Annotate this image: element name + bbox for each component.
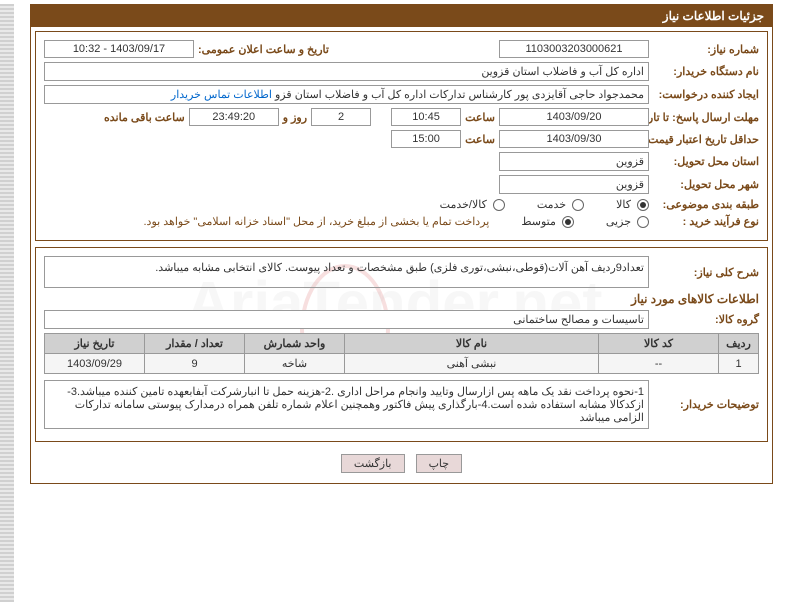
goods-group-value: تاسیسات و مصالح ساختمانی bbox=[44, 310, 649, 329]
cell-row-no: 1 bbox=[719, 354, 759, 374]
goods-table: ردیف کد کالا نام کالا واحد شمارش تعداد /… bbox=[44, 333, 759, 374]
category-label: طبقه بندی موضوعی: bbox=[649, 198, 759, 211]
buyer-org-label: نام دستگاه خریدار: bbox=[649, 65, 759, 78]
price-validity-time: 15:00 bbox=[391, 130, 461, 148]
panel-content: شماره نیاز: 1103003203000621 تاریخ و ساع… bbox=[31, 27, 772, 483]
radio-goods-label: کالا bbox=[616, 198, 631, 211]
cell-qty: 9 bbox=[145, 354, 245, 374]
reply-days: 2 bbox=[311, 108, 371, 126]
radio-goods[interactable] bbox=[637, 199, 649, 211]
row-category: طبقه بندی موضوعی: کالا خدمت کالا/خدمت bbox=[44, 198, 759, 211]
radio-medium[interactable] bbox=[562, 216, 574, 228]
reply-time-label: ساعت bbox=[461, 111, 499, 124]
delivery-prov-label: استان محل تحویل: bbox=[649, 155, 759, 168]
panel-header: جزئیات اطلاعات نیاز bbox=[31, 5, 772, 27]
summary-value: تعداد9ردیف آهن آلات(قوطی،نبشی،توری فلزی)… bbox=[44, 256, 649, 288]
back-button[interactable]: بازگشت bbox=[341, 454, 405, 473]
row-requester: ایجاد کننده درخواست: محمدجواد حاجی آقایز… bbox=[44, 85, 759, 104]
th-code: کد کالا bbox=[599, 334, 719, 354]
radio-goods-service-label: کالا/خدمت bbox=[440, 198, 487, 211]
th-qty: تعداد / مقدار bbox=[145, 334, 245, 354]
price-validity-date: 1403/09/30 bbox=[499, 130, 649, 148]
purchase-type-options: جزیی متوسط پرداخت تمام یا بخشی از مبلغ خ… bbox=[144, 215, 650, 228]
buyer-notes-value: 1-نحوه پرداخت نقد یک ماهه پس ازارسال وتا… bbox=[44, 380, 649, 429]
buyer-contact-link[interactable]: اطلاعات تماس خریدار bbox=[171, 89, 272, 101]
delivery-city-value: قزوین bbox=[499, 175, 649, 194]
radio-service[interactable] bbox=[572, 199, 584, 211]
category-options: کالا خدمت کالا/خدمت bbox=[440, 198, 649, 211]
radio-minor-label: جزیی bbox=[606, 215, 631, 228]
delivery-city-label: شهر محل تحویل: bbox=[649, 178, 759, 191]
radio-service-label: خدمت bbox=[537, 198, 566, 211]
buyer-org-value: اداره کل آب و فاضلاب استان قزوین bbox=[44, 62, 649, 81]
buyer-notes-label: توضیحات خریدار: bbox=[649, 398, 759, 411]
cell-name: نبشی آهنی bbox=[345, 354, 599, 374]
print-button[interactable]: چاپ bbox=[416, 454, 463, 473]
price-validity-label: حداقل تاریخ اعتبار قیمت: تا تاریخ: bbox=[649, 133, 759, 146]
purchase-note: پرداخت تمام یا بخشی از مبلغ خرید، از محل… bbox=[144, 215, 490, 228]
announce-label: تاریخ و ساعت اعلان عمومی: bbox=[194, 43, 333, 56]
announce-value: 1403/09/17 - 10:32 bbox=[44, 40, 194, 58]
table-header-row: ردیف کد کالا نام کالا واحد شمارش تعداد /… bbox=[45, 334, 759, 354]
requester-text: محمدجواد حاجی آقایزدی پور کارشناس تدارکا… bbox=[275, 89, 644, 101]
th-name: نام کالا bbox=[345, 334, 599, 354]
radio-medium-label: متوسط bbox=[521, 215, 556, 228]
requester-label: ایجاد کننده درخواست: bbox=[649, 88, 759, 101]
radio-goods-service[interactable] bbox=[493, 199, 505, 211]
details-section: شرح کلی نیاز: تعداد9ردیف آهن آلات(قوطی،ن… bbox=[35, 247, 768, 442]
goods-info-heading: اطلاعات کالاهای مورد نیاز bbox=[44, 292, 759, 306]
price-validity-time-label: ساعت bbox=[461, 133, 499, 146]
reply-time: 10:45 bbox=[391, 108, 461, 126]
th-unit: واحد شمارش bbox=[245, 334, 345, 354]
reply-remain-label: ساعت باقی مانده bbox=[100, 111, 189, 124]
goods-group-label: گروه کالا: bbox=[649, 313, 759, 326]
summary-label: شرح کلی نیاز: bbox=[649, 266, 759, 279]
table-row: 1 -- نبشی آهنی شاخه 9 1403/09/29 bbox=[45, 354, 759, 374]
reply-deadline-label: مهلت ارسال پاسخ: تا تاریخ: bbox=[649, 111, 759, 124]
form-section: شماره نیاز: 1103003203000621 تاریخ و ساع… bbox=[35, 31, 768, 241]
radio-minor[interactable] bbox=[637, 216, 649, 228]
cell-date: 1403/09/29 bbox=[45, 354, 145, 374]
row-price-validity: حداقل تاریخ اعتبار قیمت: تا تاریخ: 1403/… bbox=[44, 130, 759, 148]
purchase-type-label: نوع فرآیند خرید : bbox=[649, 215, 759, 228]
row-delivery-prov: استان محل تحویل: قزوین bbox=[44, 152, 759, 171]
row-need-no: شماره نیاز: 1103003203000621 تاریخ و ساع… bbox=[44, 40, 759, 58]
row-purchase-type: نوع فرآیند خرید : جزیی متوسط پرداخت تمام… bbox=[44, 215, 759, 228]
row-buyer-org: نام دستگاه خریدار: اداره کل آب و فاضلاب … bbox=[44, 62, 759, 81]
need-no-value: 1103003203000621 bbox=[499, 40, 649, 58]
cell-code: -- bbox=[599, 354, 719, 374]
reply-hms: 23:49:20 bbox=[189, 108, 279, 126]
reply-days-label: روز و bbox=[279, 111, 311, 124]
row-summary: شرح کلی نیاز: تعداد9ردیف آهن آلات(قوطی،ن… bbox=[44, 256, 759, 288]
th-date: تاریخ نیاز bbox=[45, 334, 145, 354]
th-row-no: ردیف bbox=[719, 334, 759, 354]
details-panel: جزئیات اطلاعات نیاز شماره نیاز: 11030032… bbox=[30, 4, 773, 484]
cell-unit: شاخه bbox=[245, 354, 345, 374]
requester-value: محمدجواد حاجی آقایزدی پور کارشناس تدارکا… bbox=[44, 85, 649, 104]
button-row: چاپ بازگشت bbox=[35, 448, 768, 479]
row-buyer-notes: توضیحات خریدار: 1-نحوه پرداخت نقد یک ماه… bbox=[44, 380, 759, 429]
need-no-label: شماره نیاز: bbox=[649, 43, 759, 56]
row-delivery-city: شهر محل تحویل: قزوین bbox=[44, 175, 759, 194]
scrollbar-bg bbox=[0, 4, 14, 602]
delivery-prov-value: قزوین bbox=[499, 152, 649, 171]
row-goods-group: گروه کالا: تاسیسات و مصالح ساختمانی bbox=[44, 310, 759, 329]
row-reply-deadline: مهلت ارسال پاسخ: تا تاریخ: 1403/09/20 سا… bbox=[44, 108, 759, 126]
reply-date: 1403/09/20 bbox=[499, 108, 649, 126]
